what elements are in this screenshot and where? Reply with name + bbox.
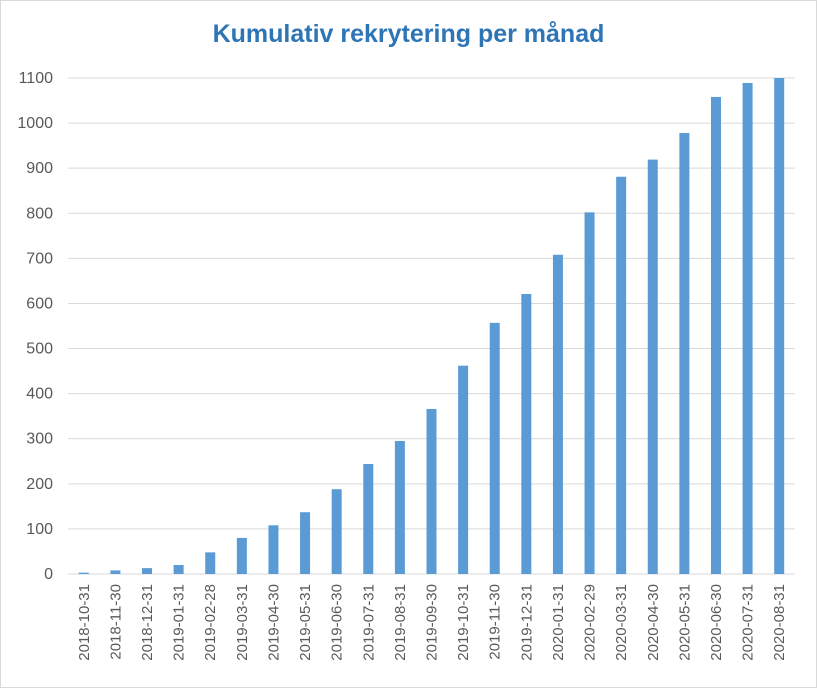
bar xyxy=(363,463,374,574)
y-tick-label: 0 xyxy=(44,566,53,583)
bar xyxy=(78,572,89,574)
x-tick-label: 2020-03-31 xyxy=(613,584,630,661)
x-tick-label: 2020-01-31 xyxy=(550,584,567,661)
bar xyxy=(110,570,121,574)
bar xyxy=(552,254,563,575)
x-tick-label: 2019-01-31 xyxy=(171,584,188,661)
y-tick-label: 200 xyxy=(26,476,53,493)
bar xyxy=(710,96,721,575)
x-tick-label: 2018-12-31 xyxy=(139,584,156,661)
x-tick-label: 2019-08-31 xyxy=(392,584,409,661)
bar xyxy=(584,212,595,574)
bar xyxy=(268,525,279,574)
bar xyxy=(205,552,216,574)
bar xyxy=(426,408,437,574)
y-tick-label: 1000 xyxy=(17,115,53,132)
y-tick-label: 100 xyxy=(26,521,53,538)
bar xyxy=(394,440,405,574)
y-tick-label: 700 xyxy=(26,250,53,267)
x-tick-label: 2019-04-30 xyxy=(265,584,282,661)
bar xyxy=(647,159,658,574)
y-tick-label: 300 xyxy=(26,431,53,448)
bar xyxy=(173,564,184,574)
chart-title: Kumulativ rekrytering per månad xyxy=(212,20,605,48)
x-tick-label: 2018-11-30 xyxy=(107,584,124,660)
x-tick-label: 2019-12-31 xyxy=(518,584,535,661)
y-tick-label: 800 xyxy=(26,205,53,222)
x-tick-label: 2020-07-31 xyxy=(740,584,757,661)
bar xyxy=(616,176,627,574)
bar xyxy=(489,322,500,574)
bar xyxy=(458,365,469,574)
x-tick-label: 2020-05-31 xyxy=(676,584,693,661)
x-tick-label: 2020-04-30 xyxy=(645,584,662,661)
bar xyxy=(774,78,785,574)
y-tick-label: 600 xyxy=(26,295,53,312)
x-tick-label: 2019-03-31 xyxy=(234,584,251,661)
bar xyxy=(142,568,153,574)
x-tick-label: 2019-05-31 xyxy=(297,584,314,661)
x-tick-label: 2020-06-30 xyxy=(708,584,725,661)
x-tick-label: 2019-07-31 xyxy=(360,584,377,661)
bar xyxy=(521,293,532,574)
y-tick-label: 1100 xyxy=(19,70,54,87)
bar xyxy=(236,537,247,574)
bar xyxy=(679,133,690,574)
x-tick-label: 2019-02-28 xyxy=(202,584,219,661)
bar xyxy=(331,489,342,574)
y-tick-label: 900 xyxy=(26,160,53,177)
x-tick-label: 2019-11-30 xyxy=(487,584,504,660)
x-tick-label: 2019-06-30 xyxy=(329,584,346,661)
bar xyxy=(300,512,311,574)
y-tick-label: 400 xyxy=(26,386,53,403)
x-tick-label: 2020-02-29 xyxy=(582,584,599,661)
x-tick-label: 2019-09-30 xyxy=(424,584,441,661)
y-tick-label: 500 xyxy=(26,341,53,358)
x-tick-label: 2020-08-31 xyxy=(771,584,788,661)
x-tick-label: 2018-10-31 xyxy=(76,584,93,661)
bar xyxy=(742,82,753,575)
x-tick-label: 2019-10-31 xyxy=(455,584,472,661)
